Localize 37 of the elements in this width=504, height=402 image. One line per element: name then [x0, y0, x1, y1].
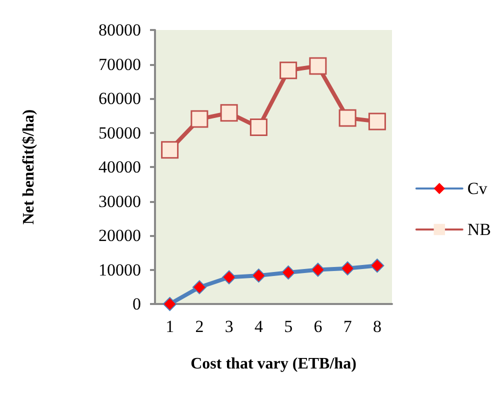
y-tick-label: 70000: [98, 54, 141, 74]
y-axis-title: Net benefit($/ha): [20, 109, 38, 225]
point: [252, 268, 266, 283]
x-tick-label: 8: [372, 317, 382, 336]
point: [281, 265, 296, 280]
x-tick-label: 6: [314, 317, 322, 336]
point: [162, 297, 177, 311]
y-tick-label: 20000: [98, 226, 141, 245]
x-tick-label: 1: [166, 317, 174, 336]
point: [192, 280, 206, 294]
point: [222, 270, 236, 284]
point: [280, 62, 298, 80]
point: [368, 112, 386, 130]
x-tick-label: 3: [224, 317, 234, 336]
x-tick-label: 7: [343, 317, 352, 336]
legend-label: Cv: [467, 179, 488, 198]
x-axis-title: Cost that vary (ETB/ha): [190, 356, 356, 372]
point: [340, 261, 355, 276]
point: [310, 262, 325, 277]
y-tick-label: 60000: [98, 89, 141, 108]
legend-label: NB: [467, 220, 492, 239]
x-tick-label: 2: [195, 317, 204, 336]
y-tick-label: 50000: [98, 123, 141, 142]
point: [250, 118, 268, 136]
x-tick-label: 4: [254, 317, 264, 336]
y-tick-label: 10000: [98, 260, 141, 280]
y-tick-label: 80000: [98, 20, 141, 40]
y-tick-label: 40000: [98, 158, 141, 176]
point: [220, 104, 238, 122]
y-tick-label: 0: [132, 294, 141, 314]
point: [338, 109, 356, 127]
x-tick-label: 5: [284, 317, 293, 336]
point: [309, 57, 327, 75]
point: [190, 110, 208, 128]
point: [161, 141, 179, 159]
point: [370, 258, 384, 273]
y-tick-label: 30000: [98, 192, 141, 211]
